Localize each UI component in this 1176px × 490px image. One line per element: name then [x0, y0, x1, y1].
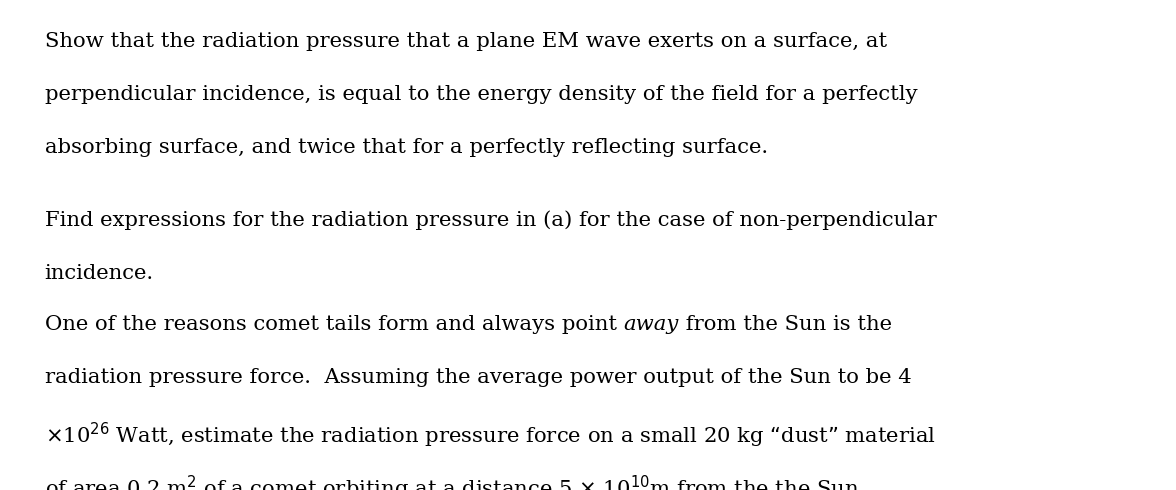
Text: One of the reasons comet tails form and always point: One of the reasons comet tails form and … [45, 315, 623, 334]
Text: perpendicular incidence, is equal to the energy density of the field for a perfe: perpendicular incidence, is equal to the… [45, 85, 917, 104]
Text: Find expressions for the radiation pressure in (a) for the case of non-perpendic: Find expressions for the radiation press… [45, 211, 936, 230]
Text: Show that the radiation pressure that a plane EM wave exerts on a surface, at: Show that the radiation pressure that a … [45, 32, 887, 51]
Text: from the Sun is the: from the Sun is the [679, 315, 891, 334]
Text: $\times$10$^{26}$ Watt, estimate the radiation pressure force on a small 20 kg “: $\times$10$^{26}$ Watt, estimate the rad… [45, 420, 936, 450]
Text: absorbing surface, and twice that for a perfectly reflecting surface.: absorbing surface, and twice that for a … [45, 138, 768, 157]
Text: radiation pressure force.  Assuming the average power output of the Sun to be 4: radiation pressure force. Assuming the a… [45, 368, 911, 387]
Text: of area 0.2 m$^{2}$ of a comet orbiting at a distance 5 $\times$ 10$^{10}$m from: of area 0.2 m$^{2}$ of a comet orbiting … [45, 473, 864, 490]
Text: incidence.: incidence. [45, 264, 154, 283]
Text: away: away [623, 315, 679, 334]
